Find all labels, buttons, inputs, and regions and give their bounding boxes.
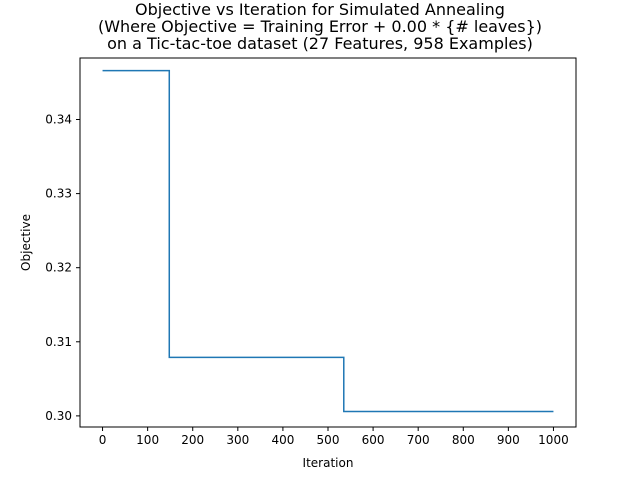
y-tick-label: 0.32 [45, 261, 72, 275]
y-axis-label: Objective [19, 214, 33, 271]
y-tick-label: 0.33 [45, 187, 72, 201]
y-tick-label: 0.30 [45, 409, 72, 423]
x-tick-label: 600 [362, 433, 385, 447]
y-axis-ticks: 0.30 0.31 0.32 0.33 0.34 [45, 113, 80, 423]
x-tick-label: 100 [136, 433, 159, 447]
x-tick-label: 500 [317, 433, 340, 447]
x-tick-label: 800 [452, 433, 475, 447]
x-tick-label: 900 [497, 433, 520, 447]
plot-area [102, 69, 554, 413]
x-tick-label: 700 [407, 433, 430, 447]
series-line-0 [102, 69, 554, 413]
x-tick-label: 1000 [538, 433, 569, 447]
x-tick-label: 0 [99, 433, 107, 447]
y-tick-label: 0.31 [45, 335, 72, 349]
x-tick-label: 400 [271, 433, 294, 447]
y-tick-label: 0.34 [45, 113, 72, 127]
x-axis-ticks: 0 100 200 300 400 500 600 700 800 900 1000 [99, 427, 569, 447]
x-axis-label: Iteration [303, 456, 354, 470]
chart-title-line-3: on a Tic-tac-toe dataset (27 Features, 9… [107, 34, 533, 53]
chart-title: Objective vs Iteration for Simulated Ann… [98, 0, 542, 53]
axes-frame [79, 57, 577, 428]
chart-title-line-2: (Where Objective = Training Error + 0.00… [98, 17, 542, 36]
chart-title-line-1: Objective vs Iteration for Simulated Ann… [135, 0, 505, 19]
x-tick-label: 200 [181, 433, 204, 447]
x-tick-label: 300 [226, 433, 249, 447]
